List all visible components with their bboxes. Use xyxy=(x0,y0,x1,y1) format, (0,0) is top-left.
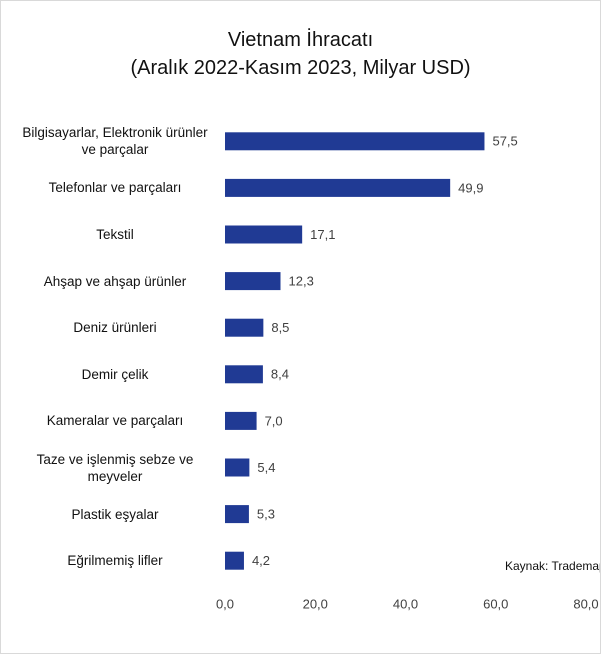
y-tick-label: Eğrilmemiş lifler xyxy=(67,553,163,569)
bar xyxy=(225,178,451,197)
y-tick-label: Plastik eşyalar xyxy=(71,506,159,522)
y-tick-label: Deniz ürünleri xyxy=(73,320,157,336)
chart-title: Vietnam İhracatı xyxy=(227,29,374,51)
data-label: 57,5 xyxy=(492,134,517,149)
bar xyxy=(225,458,250,477)
data-label: 7,0 xyxy=(265,413,283,428)
x-tick-label: 40,0 xyxy=(393,596,418,611)
y-tick-label: Tekstil xyxy=(96,227,134,242)
bar xyxy=(225,132,485,151)
x-tick-label: 60,0 xyxy=(483,596,508,611)
x-tick-label: 0,0 xyxy=(216,596,234,611)
y-tick-label: Kameralar ve parçaları xyxy=(46,413,184,429)
y-tick-label: Telefonlar ve parçaları xyxy=(48,180,182,196)
data-label: 4,2 xyxy=(252,553,270,568)
data-label: 12,3 xyxy=(289,274,314,289)
bar xyxy=(225,411,257,430)
annotation: Kaynak: Trademap xyxy=(505,559,600,573)
x-tick-label: 20,0 xyxy=(303,596,328,611)
x-tick-label: 80,0 xyxy=(573,596,598,611)
y-tick-label: Ahşap ve ahşap ürünler xyxy=(43,273,187,289)
data-label: 5,4 xyxy=(257,460,275,475)
bar xyxy=(225,272,281,291)
data-label: 5,3 xyxy=(257,507,275,522)
data-label: 17,1 xyxy=(310,227,335,242)
data-label: 8,5 xyxy=(271,320,289,335)
bar xyxy=(225,318,264,337)
y-tick-label: Taze ve işlenmiş sebze ve meyveler xyxy=(36,451,194,484)
chart-subtitle: (Aralık 2022-Kasım 2023, Milyar USD) xyxy=(130,57,471,79)
bar xyxy=(225,225,303,244)
data-label: 49,9 xyxy=(458,180,483,195)
y-tick-label: Bilgisayarlar, Elektronik ürünler ve par… xyxy=(22,125,208,158)
data-label: 8,4 xyxy=(271,367,289,382)
bar xyxy=(225,365,263,384)
bar xyxy=(225,505,249,524)
y-tick-label: Demir çelik xyxy=(81,366,149,382)
bar xyxy=(225,551,244,570)
